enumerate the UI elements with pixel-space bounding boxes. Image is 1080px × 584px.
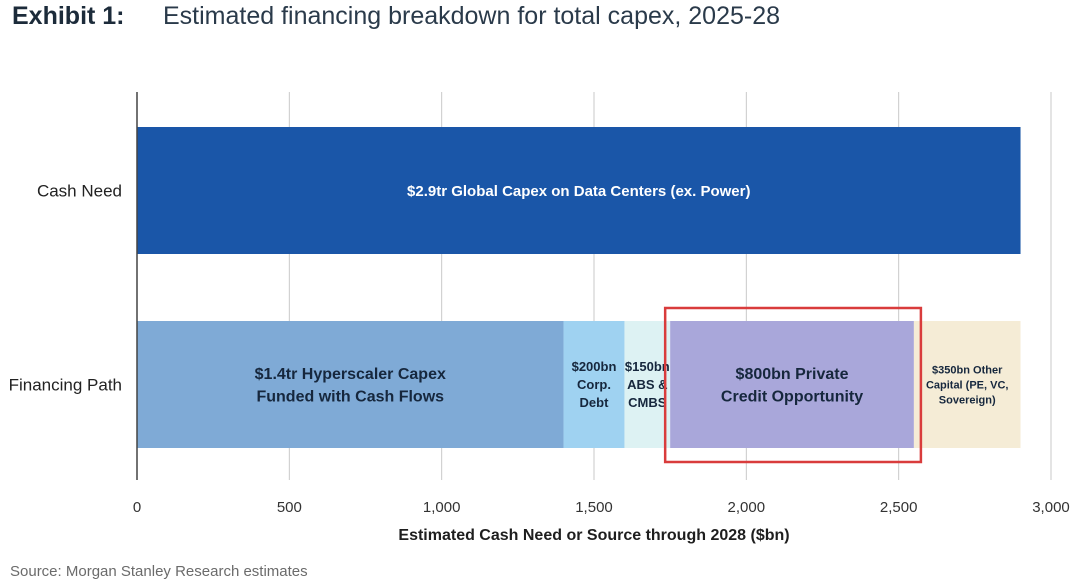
exhibit-label: Exhibit 1:	[12, 2, 125, 30]
segment-label: $150bn ABS & CMBS	[625, 359, 670, 410]
x-tick-label: 3,000	[1032, 499, 1070, 516]
exhibit-header: Exhibit 1: Estimated financing breakdown…	[12, 2, 780, 31]
x-tick-label: 2,500	[880, 499, 918, 516]
exhibit-title: Estimated financing breakdown for total …	[162, 2, 781, 30]
axes: 0 500 1,000 1,500 2,000 2,500 3,000 Cash Need Fi…	[9, 92, 1070, 544]
segment-label: $800bn Private Credit Opportunity	[721, 366, 863, 405]
x-axis-title: Estimated Cash Need or Source through 20…	[398, 527, 789, 544]
x-tick-label: 1,500	[575, 499, 613, 516]
segment-label: $2.9tr Global Capex on Data Centers (ex.…	[407, 183, 750, 200]
x-tick-label: 2,000	[728, 499, 766, 516]
segment-label: $1.4tr Hyperscaler Capex Funded with Cash…	[255, 366, 446, 405]
bar-segment	[137, 127, 1021, 254]
bar-segment	[670, 321, 914, 448]
x-tick-label: 0	[133, 499, 141, 516]
bars	[137, 127, 1021, 448]
segment-labels: $2.9tr Global Capex on Data Centers (ex.…	[255, 183, 1009, 410]
bar-segment	[137, 321, 564, 448]
bar-segment	[913, 321, 1021, 448]
bar-segment	[624, 321, 671, 448]
highlight-box	[663, 306, 923, 464]
source-note: Source: Morgan Stanley Research estimate…	[10, 563, 308, 580]
segment-label: $350bn Other Capital (PE, VC, Sovereign)	[926, 364, 1009, 406]
category-label: Cash Need	[37, 182, 122, 201]
x-tick-label: 500	[277, 499, 302, 516]
x-tick-label: 1,000	[423, 499, 461, 516]
category-label: Financing Path	[9, 376, 122, 395]
segment-label: $200bn Corp. Debt	[572, 359, 617, 410]
bar-segment	[563, 321, 625, 448]
